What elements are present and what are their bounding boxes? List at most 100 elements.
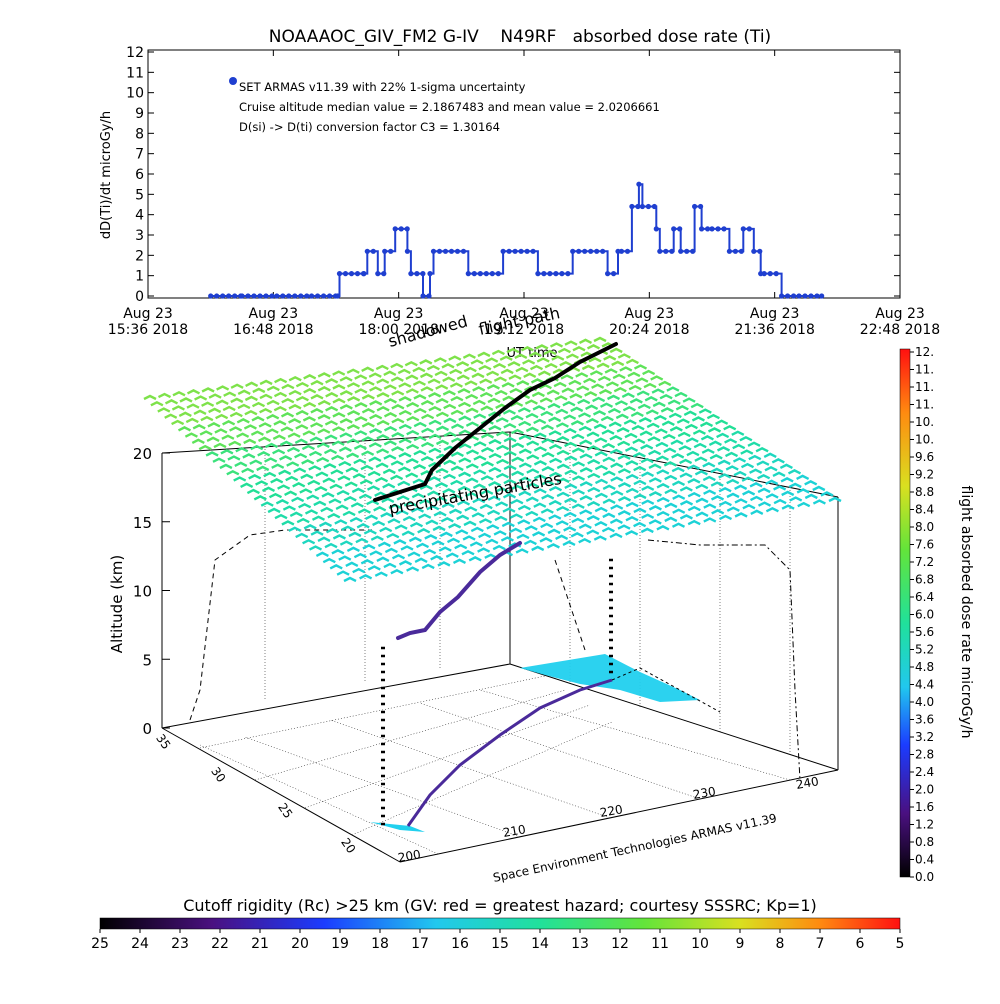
surface-cell — [788, 482, 802, 489]
surface-cell — [430, 555, 444, 561]
surface-cell — [787, 469, 802, 475]
surface-cell — [390, 568, 404, 575]
surface-cell — [230, 383, 244, 389]
data-point — [465, 271, 471, 277]
surface-cell — [563, 526, 577, 532]
surface-cell — [339, 418, 353, 424]
surface-cell — [230, 397, 244, 404]
shadow-trace-mid — [554, 559, 586, 651]
surface-cell — [487, 495, 501, 501]
surface-cell — [171, 419, 185, 426]
surface-cell — [360, 464, 374, 471]
y-tick-label: 0 — [135, 289, 144, 305]
surface-cell — [178, 411, 192, 417]
surface-cell — [639, 430, 653, 436]
data-point — [483, 271, 489, 277]
surface-cell — [456, 361, 470, 367]
data-point — [709, 226, 715, 232]
surface-cell — [288, 389, 302, 396]
surface-cell — [414, 557, 428, 563]
surface-cell — [515, 366, 529, 373]
surface-cell — [313, 500, 327, 507]
data-point — [651, 203, 658, 210]
surface-cell — [583, 377, 597, 384]
surface-cell — [383, 440, 397, 446]
data-point — [414, 271, 420, 277]
rigidity-tick-label: 23 — [171, 936, 189, 952]
data-point — [785, 293, 791, 299]
surface-cell — [636, 390, 650, 396]
data-point — [239, 293, 245, 299]
surface-cell — [424, 534, 438, 540]
surface-cell — [249, 459, 263, 465]
surface-cell — [435, 439, 450, 446]
surface-cell — [563, 428, 577, 434]
altitude-tick-label: 15 — [133, 514, 152, 532]
surface-cell — [193, 409, 207, 415]
surface-cell — [316, 456, 330, 463]
surface-cell — [609, 532, 623, 539]
surface-cell — [465, 393, 479, 400]
surface-cell — [301, 444, 315, 451]
surface-cell — [191, 438, 205, 444]
surface-cell — [200, 415, 214, 422]
surface-cell — [157, 392, 172, 399]
surface-cell — [369, 400, 383, 406]
surface-cell — [601, 429, 615, 435]
surface-cell — [684, 423, 698, 430]
surface-cell — [562, 400, 576, 407]
surface-cell — [405, 374, 419, 380]
data-point — [624, 248, 631, 254]
surface-cell — [390, 376, 404, 382]
surface-cell — [194, 395, 208, 401]
surface-cell — [609, 518, 623, 524]
surface-cell — [464, 491, 479, 498]
surface-cell — [302, 430, 316, 436]
surface-cell — [691, 416, 705, 422]
surface-cell — [526, 482, 540, 488]
surface-cell — [339, 540, 353, 546]
surface-cell — [339, 432, 353, 438]
latitude-tick-label: 25 — [275, 800, 295, 821]
surface-cell — [694, 456, 708, 462]
surface-cell — [572, 345, 586, 352]
surface-cell — [383, 426, 398, 432]
surface-cell — [672, 508, 686, 514]
surface-cell — [571, 503, 585, 509]
surface-cell — [494, 515, 508, 522]
surface-cell — [656, 483, 670, 489]
surface-cell — [605, 381, 619, 387]
rigidity-colorbar-label: Cutoff rigidity (Rc) >25 km (GV: red = g… — [183, 896, 817, 915]
surface-cell — [450, 465, 464, 472]
dose-colorbar-tick-label: 5.6 — [915, 625, 934, 639]
surface-cell — [710, 467, 724, 474]
surface-cell — [685, 437, 699, 443]
surface-cell — [555, 520, 569, 526]
surface-cell — [255, 480, 269, 486]
surface-cell — [324, 434, 338, 440]
surface-cell — [413, 407, 427, 414]
y-tick-label: 5 — [135, 187, 144, 203]
surface-cell — [433, 511, 447, 517]
surface-cell — [208, 407, 222, 414]
surface-cell — [496, 458, 510, 465]
surface-cell — [549, 471, 563, 478]
surface-cell — [332, 384, 346, 390]
surface-cell — [617, 482, 632, 488]
surface-cell — [629, 398, 643, 404]
data-point — [663, 248, 669, 254]
surface-cell — [514, 353, 528, 359]
surface-cell — [679, 458, 693, 465]
surface-cell — [458, 443, 472, 449]
surface-cell — [586, 344, 601, 350]
surface-cell — [229, 411, 243, 418]
dose-colorbar-tick-label: 2.4 — [915, 765, 934, 779]
surface-cell — [479, 503, 493, 510]
surface-cell — [683, 410, 697, 416]
surface-cell — [266, 414, 280, 420]
surface-cell — [323, 463, 337, 469]
surface-cell — [726, 478, 740, 485]
surface-cell — [354, 388, 368, 394]
surface-cell — [547, 528, 561, 535]
